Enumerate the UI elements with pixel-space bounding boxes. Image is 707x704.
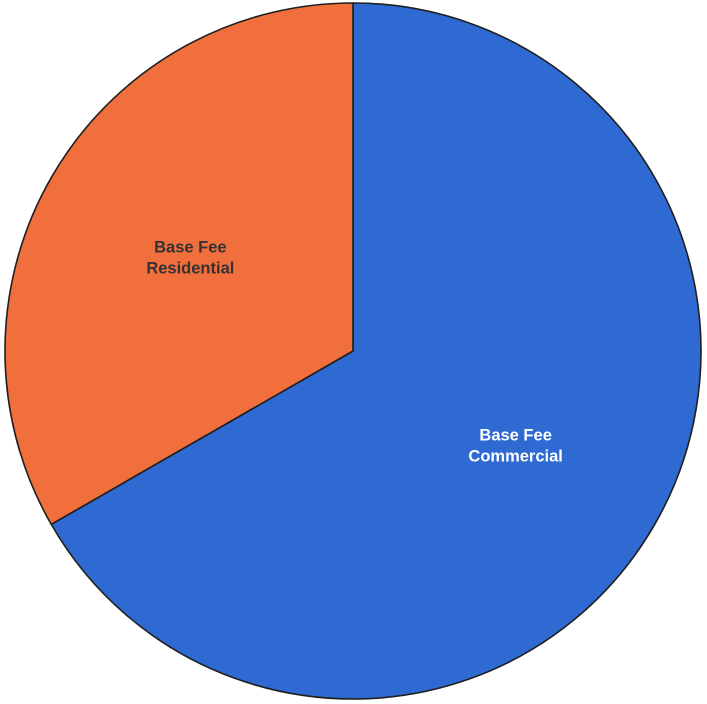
pie-slice-label-1: Base Fee Residential xyxy=(146,238,234,277)
pie-slice-0 xyxy=(50,2,702,700)
pie-slices xyxy=(4,2,702,700)
pie-slice-label-line: Residential xyxy=(146,259,234,277)
pie-slice-label-line: Base Fee xyxy=(479,427,551,445)
pie-slice-label-line: Base Fee xyxy=(154,238,226,256)
pie-slice-label-0: Base Fee Commercial xyxy=(468,427,562,466)
pie-slice-1 xyxy=(4,2,354,526)
pie-slice-label-line: Commercial xyxy=(468,448,562,466)
pie-labels: Base Fee Commercial Base Fee Residential xyxy=(146,238,563,465)
